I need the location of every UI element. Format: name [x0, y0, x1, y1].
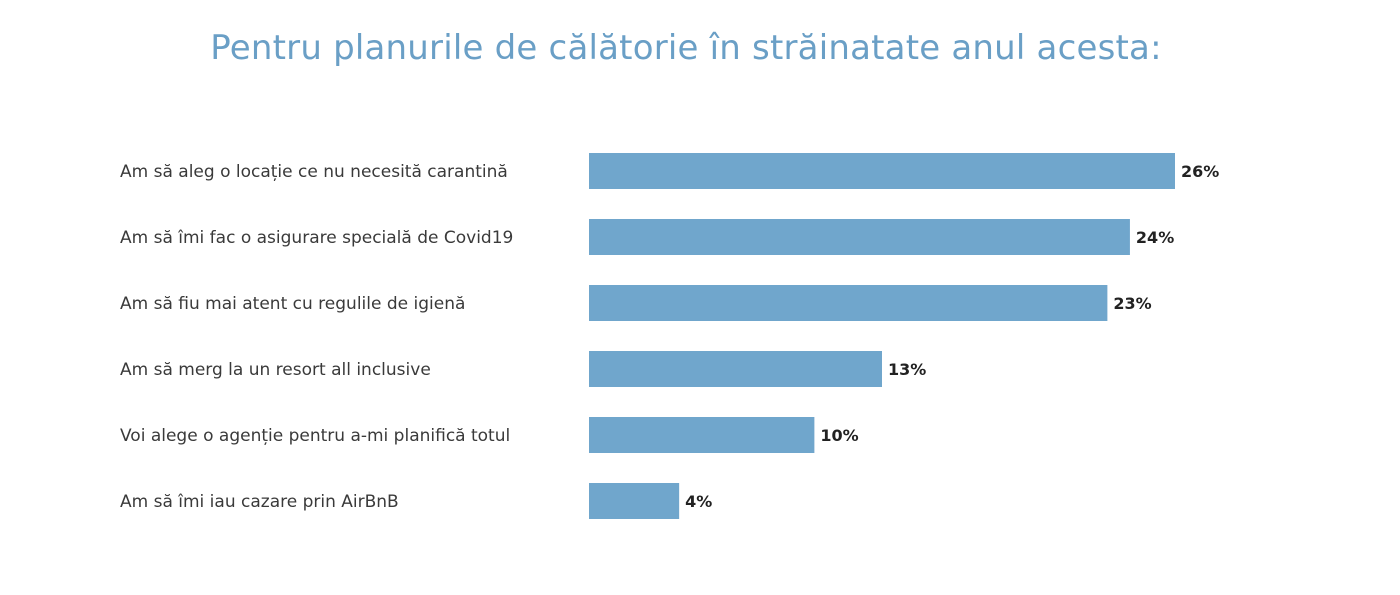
bar [589, 285, 1108, 321]
category-label: Am să merg la un resort all inclusive [120, 360, 431, 380]
value-label: 23% [1113, 294, 1151, 313]
value-label: 4% [685, 492, 712, 511]
value-label: 10% [820, 426, 858, 445]
bar [589, 351, 882, 387]
category-label: Voi alege o agenție pentru a-mi planific… [120, 426, 510, 446]
category-label: Am să aleg o locație ce nu necesită cara… [120, 162, 508, 182]
bar [589, 153, 1175, 189]
bar [589, 417, 815, 453]
bars-layer: Am să aleg o locație ce nu necesită cara… [120, 153, 1219, 519]
bar [589, 483, 680, 519]
category-label: Am să fiu mai atent cu regulile de igien… [120, 294, 465, 314]
value-label: 13% [888, 360, 926, 379]
value-label: 26% [1181, 162, 1219, 181]
value-label: 24% [1136, 228, 1174, 247]
category-label: Am să îmi fac o asigurare specială de Co… [120, 228, 513, 248]
chart-title: Pentru planurile de călătorie în străina… [210, 28, 1162, 68]
category-label: Am să îmi iau cazare prin AirBnB [120, 492, 399, 512]
bar [589, 219, 1130, 255]
